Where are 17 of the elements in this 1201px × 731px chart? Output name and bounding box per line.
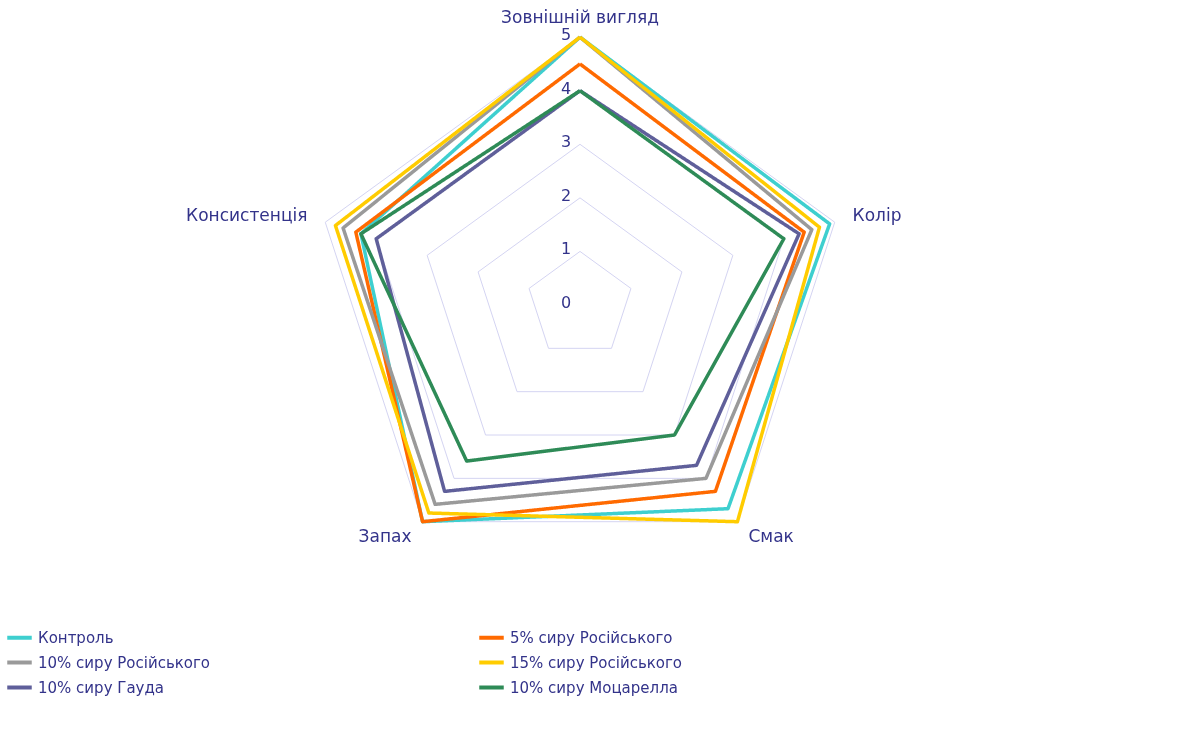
spoke-label: Колір — [852, 205, 902, 226]
legend-label: 10% сиру Моцарелла — [510, 678, 678, 697]
legend-label: Контроль — [38, 628, 114, 647]
legend-label: 10% сиру Російського — [38, 653, 211, 672]
y-tick-label: 3 — [560, 132, 572, 152]
y-tick-label: 2 — [560, 185, 572, 205]
spoke-label: Зовнішній вигляд — [501, 7, 659, 28]
spoke-label: Запах — [358, 525, 412, 546]
y-tick-label: 0 — [560, 293, 572, 312]
legend-label: 5% сиру Російського — [510, 628, 673, 647]
y-tick-label: 1 — [560, 239, 572, 259]
legend-label: 15% сиру Російського — [510, 653, 683, 672]
y-tick-label: 5 — [560, 25, 572, 45]
spoke-label: Смак — [748, 525, 794, 546]
legend-label: 10% сиру Гауда — [38, 678, 165, 697]
y-tick-label: 4 — [560, 78, 572, 98]
spoke-label: Консистенція — [186, 205, 308, 226]
